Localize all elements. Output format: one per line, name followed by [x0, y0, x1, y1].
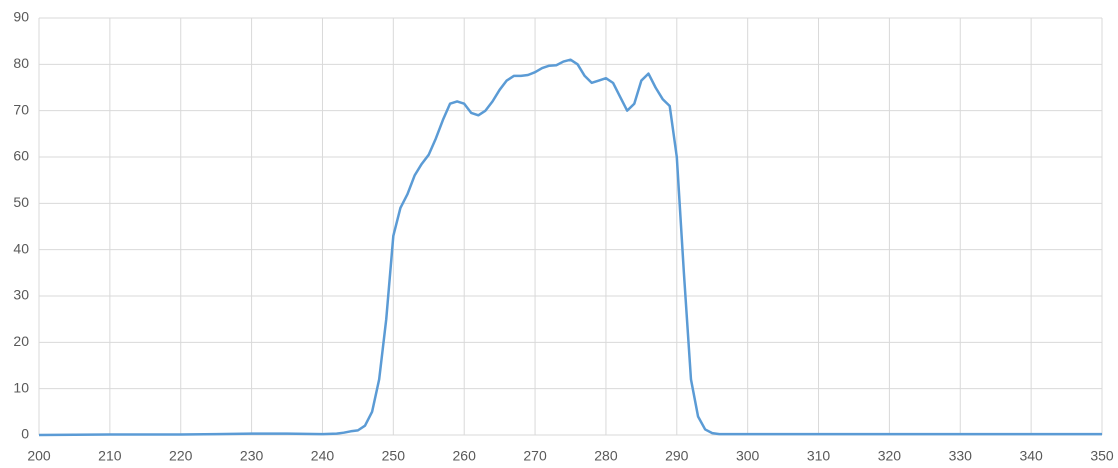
x-tick-label: 350: [1090, 448, 1114, 464]
x-tick-label: 260: [453, 448, 477, 464]
x-tick-label: 230: [240, 448, 264, 464]
x-tick-label: 300: [736, 448, 760, 464]
y-tick-label: 80: [13, 55, 29, 71]
x-tick-label: 290: [665, 448, 689, 464]
x-tick-label: 330: [949, 448, 973, 464]
x-tick-label: 240: [311, 448, 335, 464]
y-tick-label: 90: [13, 9, 29, 25]
x-tick-label: 200: [27, 448, 51, 464]
y-tick-label: 20: [13, 333, 29, 349]
x-tick-label: 280: [594, 448, 618, 464]
y-tick-label: 0: [21, 426, 29, 442]
y-tick-label: 50: [13, 194, 29, 210]
x-tick-label: 210: [98, 448, 122, 464]
y-tick-label: 30: [13, 287, 29, 303]
x-tick-label: 220: [169, 448, 193, 464]
data-line: [38, 58, 1102, 437]
y-tick-label: 70: [13, 101, 29, 117]
y-tick-label: 10: [13, 379, 29, 395]
y-tick-label: 60: [13, 148, 29, 164]
x-tick-label: 310: [807, 448, 831, 464]
x-tick-label: 250: [382, 448, 406, 464]
x-tick-label: 270: [523, 448, 547, 464]
y-tick-label: 40: [13, 240, 29, 256]
x-tick-label: 320: [878, 448, 902, 464]
x-tick-label: 340: [1019, 448, 1043, 464]
